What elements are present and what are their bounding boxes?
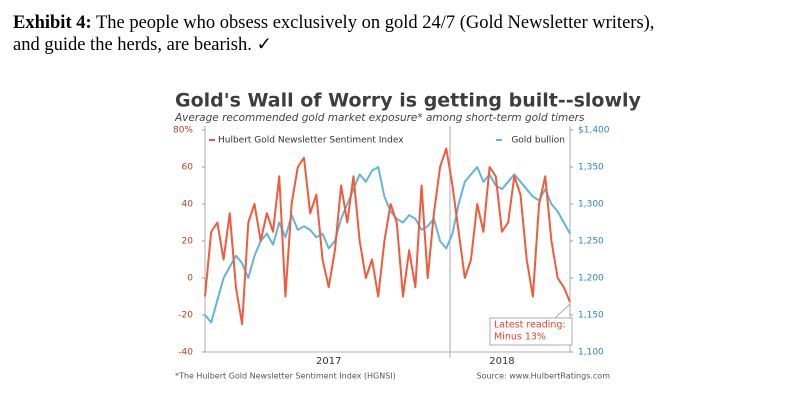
legend-label: Hulbert Gold Newsletter Sentiment Index <box>218 136 404 146</box>
y2-tick-label: 1,250 <box>578 237 604 247</box>
y-tick-label: 0 <box>187 274 193 284</box>
y2-tick-label: 1,150 <box>578 311 604 321</box>
y-tick-label: -20 <box>178 311 193 321</box>
y2-tick-label: 1,300 <box>578 200 604 210</box>
chart-title: Gold's Wall of Worry is getting built--s… <box>175 90 642 112</box>
caption-text: The people who obsess exclusively on gol… <box>95 13 655 33</box>
series-line <box>204 166 571 324</box>
annotation-text: Minus 13% <box>494 332 546 343</box>
annotation-pointer <box>554 303 571 319</box>
x-tick-label: 2017 <box>316 356 341 367</box>
exhibit-caption: Exhibit 4: The people who obsess exclusi… <box>13 12 654 56</box>
chart-subtitle: Average recommended gold market exposure… <box>174 112 585 124</box>
y2-tick-label: 1,200 <box>578 274 604 284</box>
y2-tick-label: $1,400 <box>578 126 610 136</box>
caption-line: Exhibit 4: The people who obsess exclusi… <box>13 12 654 34</box>
exhibit-label: Exhibit 4: <box>13 13 92 33</box>
footnote: *The Hulbert Gold Newsletter Sentiment I… <box>175 372 396 381</box>
caption-line: and guide the herds, are bearish. ✓ <box>13 35 272 55</box>
y-tick-label: 20 <box>182 237 194 247</box>
y2-tick-label: 1,350 <box>578 163 604 173</box>
y-tick-label: 40 <box>182 200 194 210</box>
y2-tick-label: 1,100 <box>578 348 604 358</box>
y-tick-label: 80% <box>173 126 193 136</box>
source: Source: www.HulbertRatings.com <box>477 372 611 381</box>
annotation-text: Latest reading: <box>494 320 566 331</box>
y-tick-label: -40 <box>178 348 193 358</box>
series-line <box>204 147 571 326</box>
annotation-box <box>489 317 573 346</box>
x-tick-label: 2018 <box>489 356 514 367</box>
legend-label: Gold bullion <box>511 136 565 146</box>
y-tick-label: 60 <box>182 163 194 173</box>
